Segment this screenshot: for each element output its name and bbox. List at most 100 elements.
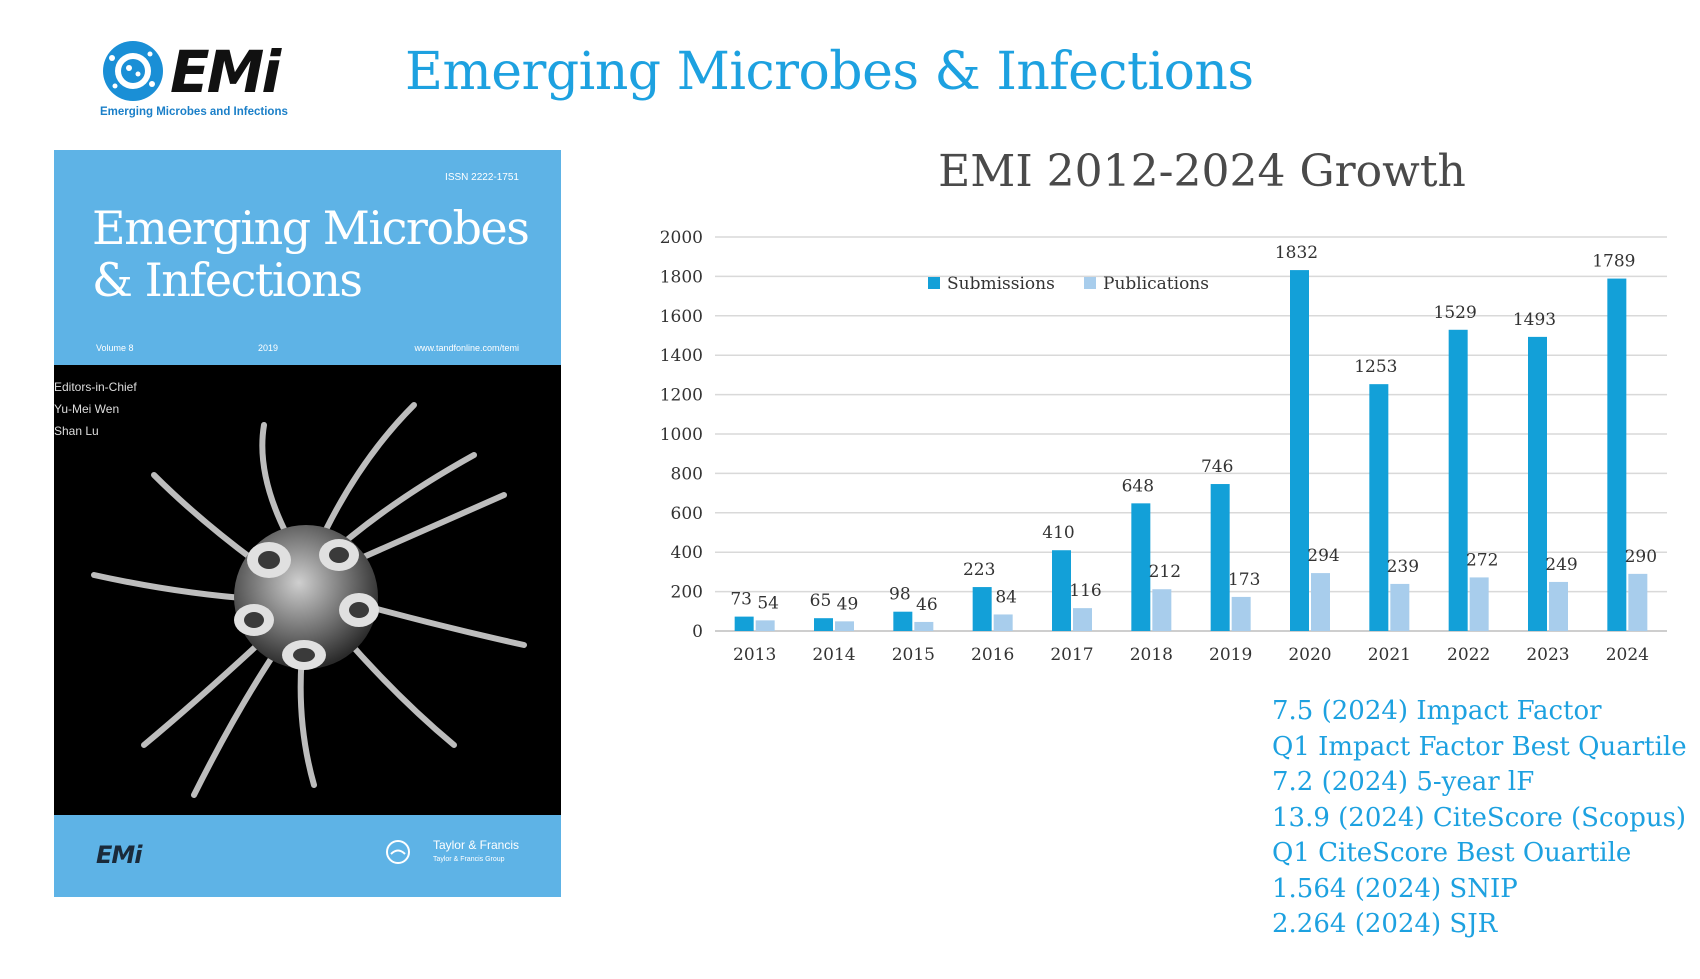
cover-footer: EMi Taylor & Francis Taylor & Francis Gr… xyxy=(54,815,561,897)
metric-impact-factor: 7.5 (2024) Impact Factor xyxy=(1272,696,1602,726)
y-axis: 0 200 400 600 800 1000 1200 1400 1600 1800 2000 xyxy=(660,228,703,642)
publications-bar xyxy=(1390,583,1410,631)
submissions-bar xyxy=(1607,278,1627,631)
publications-bar xyxy=(1311,573,1330,631)
microbe-logo-icon xyxy=(103,41,163,101)
y-tick-label: 1000 xyxy=(660,425,703,445)
y-tick-label: 400 xyxy=(671,543,703,563)
logo-mark: EMi xyxy=(170,38,281,106)
submissions-value-label: 648 xyxy=(1122,476,1154,496)
submissions-value-label: 223 xyxy=(963,560,995,580)
publications-bar xyxy=(914,621,934,631)
microbe-illustration-icon xyxy=(91,402,527,798)
publications-bar xyxy=(1231,596,1251,631)
legend-label: Publications xyxy=(1103,274,1209,294)
submissions-bar xyxy=(734,616,754,631)
publications-value-label: 84 xyxy=(995,587,1017,607)
submissions-value-label: 1789 xyxy=(1592,252,1635,272)
publications-bar xyxy=(755,620,775,631)
cover-title: Emerging Microbes & Infections xyxy=(92,201,530,307)
cover-year: 2019 xyxy=(258,343,279,353)
legend-swatch xyxy=(928,277,940,289)
submissions-bar xyxy=(1528,336,1547,631)
publications-value-label: 239 xyxy=(1387,557,1419,577)
publications-value-label: 294 xyxy=(1307,546,1339,566)
publications-bar xyxy=(1628,573,1648,631)
submissions-bar xyxy=(972,587,992,631)
submissions-value-label: 410 xyxy=(1042,523,1074,543)
journal-cover: ISSN 2222-1751 Emerging Microbes & Infec… xyxy=(54,150,561,897)
cover-volume: Volume 8 xyxy=(96,343,134,353)
y-tick-label: 2000 xyxy=(660,228,703,248)
chart-bars xyxy=(734,270,1648,631)
metric-citescore-quartile: Q1 CiteScore Best Ouartile xyxy=(1272,838,1632,868)
y-tick-label: 600 xyxy=(671,504,703,524)
x-tick-label: 2013 xyxy=(733,645,776,665)
metric-citescore: 13.9 (2024) CiteScore (Scopus) xyxy=(1272,802,1687,833)
publications-bar xyxy=(1469,577,1489,631)
submissions-value-label: 98 xyxy=(889,585,911,605)
publications-value-label: 290 xyxy=(1625,547,1657,567)
y-tick-label: 1400 xyxy=(660,346,703,366)
x-tick-label: 2021 xyxy=(1368,645,1411,665)
x-tick-label: 2018 xyxy=(1130,645,1173,665)
y-tick-label: 200 xyxy=(671,583,703,603)
submissions-bar xyxy=(1210,484,1230,631)
submissions-value-label: 1493 xyxy=(1513,310,1556,330)
publisher-logo-icon xyxy=(386,840,410,864)
cover-editors: Editors-in-Chief Yu-Mei Wen Shan Lu xyxy=(54,376,137,442)
x-tick-label: 2014 xyxy=(812,645,855,665)
submissions-bar xyxy=(814,618,833,631)
legend-label: Submissions xyxy=(947,274,1055,294)
x-tick-label: 2023 xyxy=(1526,645,1569,665)
x-axis: 2013 2014 2015 2016 2017 2018 2019 2020 2021 2022… xyxy=(733,645,1649,665)
chart-legend: Submissions Publications xyxy=(928,274,1209,294)
publications-bar xyxy=(835,621,854,631)
y-tick-label: 1600 xyxy=(660,307,703,327)
metric-if-quartile: Q1 Impact Factor Best Quartile xyxy=(1272,731,1687,762)
journal-metrics: 7.5 (2024) Impact Factor Q1 Impact Facto… xyxy=(1272,694,1687,943)
editor-name: Yu-Mei Wen xyxy=(54,402,120,416)
publications-bar xyxy=(1073,608,1092,631)
cover-url: www.tandfonline.com/temi xyxy=(414,343,519,353)
publications-value-label: 272 xyxy=(1466,550,1498,570)
submissions-value-label: 1529 xyxy=(1434,303,1477,323)
submissions-bar xyxy=(1052,550,1071,631)
editor-name: Shan Lu xyxy=(54,424,99,438)
chart-title: EMI 2012-2024 Growth xyxy=(938,146,1466,197)
cover-issn: ISSN 2222-1751 xyxy=(445,172,519,183)
y-tick-label: 800 xyxy=(671,464,703,484)
x-tick-label: 2020 xyxy=(1288,645,1331,665)
x-tick-label: 2024 xyxy=(1606,645,1649,665)
x-tick-label: 2016 xyxy=(971,645,1014,665)
page-title: Emerging Microbes & Infections xyxy=(405,42,1254,102)
publications-bar xyxy=(1152,589,1172,631)
submissions-bar xyxy=(1448,329,1468,631)
publications-value-label: 212 xyxy=(1149,562,1181,582)
submissions-value-label: 1832 xyxy=(1275,243,1318,263)
emi-logo: EMi Emerging Microbes and Infections xyxy=(100,38,310,124)
x-tick-label: 2019 xyxy=(1209,645,1252,665)
chart-grid xyxy=(715,236,1667,632)
editors-label: Editors-in-Chief xyxy=(54,380,137,394)
publications-value-label: 116 xyxy=(1069,581,1101,601)
x-tick-label: 2022 xyxy=(1447,645,1490,665)
cover-footer-logo: EMi xyxy=(96,841,143,869)
submissions-bar xyxy=(1290,270,1309,631)
cover-header: ISSN 2222-1751 Emerging Microbes & Infec… xyxy=(54,150,561,365)
publications-value-label: 249 xyxy=(1545,555,1577,575)
publications-value-label: 173 xyxy=(1228,570,1260,590)
publications-value-label: 49 xyxy=(837,594,859,614)
y-tick-label: 1800 xyxy=(660,267,703,287)
x-tick-label: 2017 xyxy=(1050,645,1093,665)
publisher-group: Taylor & Francis Group xyxy=(432,856,505,863)
submissions-bar xyxy=(893,611,913,631)
publications-value-label: 46 xyxy=(916,595,938,615)
metric-snip: 1.564 (2024) SNIP xyxy=(1272,873,1518,904)
publications-bar xyxy=(993,614,1013,631)
cover-publisher: Taylor & Francis Taylor & Francis Group xyxy=(433,839,519,866)
publisher-name: Taylor & Francis xyxy=(432,838,519,852)
publications-bar xyxy=(1549,581,1568,631)
